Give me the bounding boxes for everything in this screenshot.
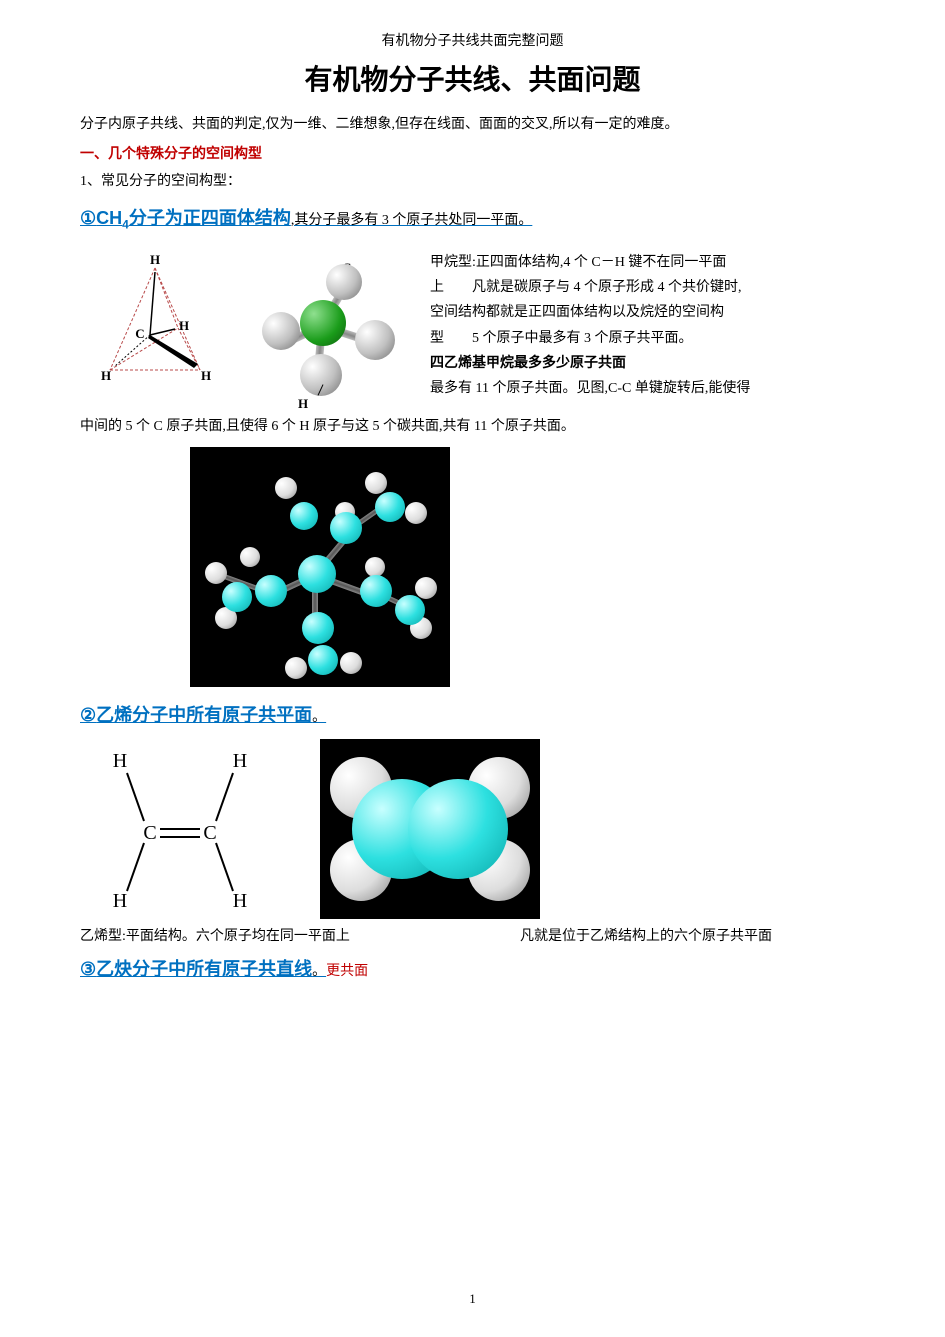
c-atom — [375, 492, 405, 522]
ethyne-red: 更共面 — [326, 960, 368, 980]
ch4-tail: ,其分子最多有 3 个原子共处同一平面。 — [291, 213, 533, 228]
c-atom — [290, 502, 318, 530]
ethene-structural: H H C C H H — [80, 739, 280, 919]
header-small-title: 有机物分子共线共面完整问题 — [80, 30, 865, 50]
heading-ethene: ②乙烯分子中所有原子共平面。 — [80, 701, 865, 727]
svg-text:H: H — [113, 890, 127, 912]
heading-ch4: ①CH4分子为正四面体结构,其分子最多有 3 个原子共处同一平面。 — [80, 204, 865, 232]
c-atom — [408, 779, 508, 879]
ch4-after-text: 中间的 5 个 C 原子共面,且使得 6 个 H 原子与这 5 个碳共面,共有 … — [80, 414, 865, 439]
tetra-label-bl: H — [101, 368, 111, 383]
tetra-label-br: H — [201, 368, 211, 383]
h-atom — [205, 562, 227, 584]
svg-text:H: H — [233, 750, 247, 772]
circled-3: ③ — [80, 959, 96, 979]
ch4-3d-model: C H — [250, 250, 410, 410]
ethyne-tail: 。 — [312, 964, 326, 979]
ch4-line4: 型 5 个原子中最多有 3 个原子共平面。 — [430, 326, 865, 351]
section-1-title: 一、几个特殊分子的空间构型 — [80, 143, 865, 163]
c-atom — [255, 575, 287, 607]
ch4-description: 甲烷型:正四面体结构,4 个 C－H 键不在同一平面 上 凡就是碳原子与 4 个… — [430, 250, 865, 401]
tetra-label-c: C — [135, 326, 144, 341]
h-atom — [240, 547, 260, 567]
intro-paragraph: 分子内原子共线、共面的判定,仅为一维、二维想象,但存在线面、面面的交叉,所以有一… — [80, 112, 865, 137]
c-atom — [222, 582, 252, 612]
ethene-text: 乙烯分子中所有原子共平面 — [96, 705, 312, 725]
circled-2: ② — [80, 705, 96, 725]
ch4-formula-rest: 分子为正四面体结构 — [129, 208, 291, 228]
h-atom — [285, 657, 307, 679]
svg-text:H: H — [113, 750, 127, 772]
h-atom — [262, 312, 300, 350]
section-1-sub: 1、常见分子的空间构型： — [80, 169, 865, 194]
c-atom — [308, 645, 338, 675]
h-atom — [326, 264, 362, 300]
ch4-line1: 甲烷型:正四面体结构,4 个 C－H 键不在同一平面 — [430, 250, 865, 275]
h-atom — [365, 472, 387, 494]
tetrahedron-diagram: H C H H H — [80, 250, 230, 400]
ch4-bold-q: 四乙烯基甲烷最多多少原子共面 — [430, 351, 865, 376]
heading-ethyne: ③乙炔分子中所有原子共直线。更共面 — [80, 955, 865, 981]
row-ch4: H C H H H C H 甲烷型:正四面体结构,4 个 C－H 键不在同一平面… — [80, 250, 865, 410]
ch4-formula-sub: 4 — [122, 218, 129, 232]
h-atom — [355, 320, 395, 360]
tetravinyl-model — [190, 447, 450, 687]
h-atom — [365, 557, 385, 577]
c-atom — [360, 575, 392, 607]
ethene-caption-right: 凡就是位于乙烯结构上的六个原子共平面 — [520, 925, 865, 945]
ch4-line3: 空间结构都就是正四面体结构以及烷烃的空间构 — [430, 300, 865, 325]
page-number: 1 — [0, 1291, 945, 1307]
svg-text:H: H — [233, 890, 247, 912]
page: 有机物分子共线共面完整问题 有机物分子共线、共面问题 分子内原子共线、共面的判定… — [0, 0, 945, 1337]
svg-text:C: C — [203, 822, 216, 844]
c-atom — [395, 595, 425, 625]
ethyne-text: 乙炔分子中所有原子共直线 — [96, 959, 312, 979]
svg-text:C: C — [143, 822, 156, 844]
tetra-label-top: H — [150, 252, 160, 267]
model-label-h: H — [298, 396, 308, 412]
ch4-line5: 最多有 11 个原子共面。见图,C-C 单键旋转后,能使得 — [430, 376, 865, 401]
c-atom — [302, 612, 334, 644]
h-atom — [275, 477, 297, 499]
ethene-captions: 乙烯型:平面结构。六个原子均在同一平面上 凡就是位于乙烯结构上的六个原子共平面 — [80, 925, 865, 945]
h-atom — [415, 577, 437, 599]
row-ethene: H H C C H H — [80, 739, 865, 919]
tetra-label-right: H — [179, 318, 189, 333]
c-atom — [300, 300, 346, 346]
ch4-formula-ch: CH — [96, 208, 122, 228]
ch4-line2: 上 凡就是碳原子与 4 个原子形成 4 个共价键时, — [430, 275, 865, 300]
ethene-caption-left: 乙烯型:平面结构。六个原子均在同一平面上 — [80, 925, 520, 945]
c-atom — [330, 512, 362, 544]
ethene-3d-model — [320, 739, 540, 919]
circled-1: ① — [80, 208, 96, 228]
ethene-tail: 。 — [312, 710, 326, 725]
h-atom — [340, 652, 362, 674]
c-atom-center — [298, 555, 336, 593]
h-atom — [405, 502, 427, 524]
main-title: 有机物分子共线、共面问题 — [80, 58, 865, 98]
